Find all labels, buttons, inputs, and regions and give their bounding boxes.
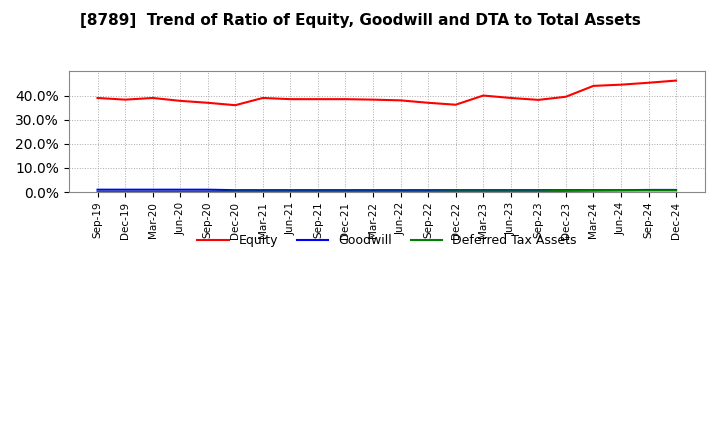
Deferred Tax Assets [589, 188, 598, 193]
Equity [534, 97, 543, 103]
Equity [424, 100, 433, 106]
Deferred Tax Assets [341, 189, 350, 194]
Deferred Tax Assets [424, 189, 433, 194]
Legend: Equity, Goodwill, Deferred Tax Assets: Equity, Goodwill, Deferred Tax Assets [192, 229, 581, 252]
Equity [148, 95, 157, 101]
Equity [672, 78, 680, 83]
Goodwill [506, 187, 515, 193]
Deferred Tax Assets [93, 189, 102, 194]
Goodwill [396, 187, 405, 193]
Goodwill [176, 187, 184, 192]
Goodwill [616, 187, 625, 193]
Deferred Tax Assets [672, 188, 680, 193]
Deferred Tax Assets [148, 189, 157, 194]
Goodwill [534, 187, 543, 193]
Deferred Tax Assets [176, 189, 184, 194]
Line: Equity: Equity [97, 81, 676, 105]
Equity [616, 82, 625, 87]
Deferred Tax Assets [231, 189, 240, 194]
Line: Deferred Tax Assets: Deferred Tax Assets [97, 191, 676, 192]
Equity [479, 93, 487, 98]
Equity [451, 102, 460, 107]
Deferred Tax Assets [616, 188, 625, 193]
Equity [644, 80, 653, 85]
Deferred Tax Assets [369, 189, 377, 194]
Equity [396, 98, 405, 103]
Equity [506, 95, 515, 101]
Goodwill [204, 187, 212, 192]
Equity [286, 96, 294, 102]
Deferred Tax Assets [451, 189, 460, 194]
Goodwill [258, 187, 267, 193]
Goodwill [148, 187, 157, 192]
Goodwill [424, 187, 433, 193]
Goodwill [451, 187, 460, 193]
Goodwill [562, 187, 570, 193]
Goodwill [121, 187, 130, 192]
Equity [258, 95, 267, 101]
Goodwill [479, 187, 487, 193]
Deferred Tax Assets [204, 189, 212, 194]
Goodwill [93, 187, 102, 192]
Deferred Tax Assets [121, 189, 130, 194]
Equity [176, 98, 184, 103]
Deferred Tax Assets [644, 188, 653, 193]
Equity [341, 96, 350, 102]
Goodwill [589, 187, 598, 193]
Goodwill [369, 187, 377, 193]
Goodwill [231, 187, 240, 193]
Deferred Tax Assets [562, 188, 570, 194]
Deferred Tax Assets [479, 189, 487, 194]
Equity [231, 103, 240, 108]
Equity [93, 95, 102, 101]
Goodwill [341, 187, 350, 193]
Deferred Tax Assets [314, 189, 323, 194]
Deferred Tax Assets [396, 189, 405, 194]
Deferred Tax Assets [286, 189, 294, 194]
Deferred Tax Assets [258, 189, 267, 194]
Goodwill [286, 187, 294, 193]
Goodwill [672, 187, 680, 193]
Equity [589, 83, 598, 88]
Deferred Tax Assets [506, 189, 515, 194]
Deferred Tax Assets [534, 189, 543, 194]
Equity [562, 94, 570, 99]
Goodwill [314, 187, 323, 193]
Equity [369, 97, 377, 102]
Goodwill [644, 187, 653, 193]
Equity [314, 96, 323, 102]
Equity [204, 100, 212, 106]
Text: [8789]  Trend of Ratio of Equity, Goodwill and DTA to Total Assets: [8789] Trend of Ratio of Equity, Goodwil… [80, 13, 640, 28]
Equity [121, 97, 130, 102]
